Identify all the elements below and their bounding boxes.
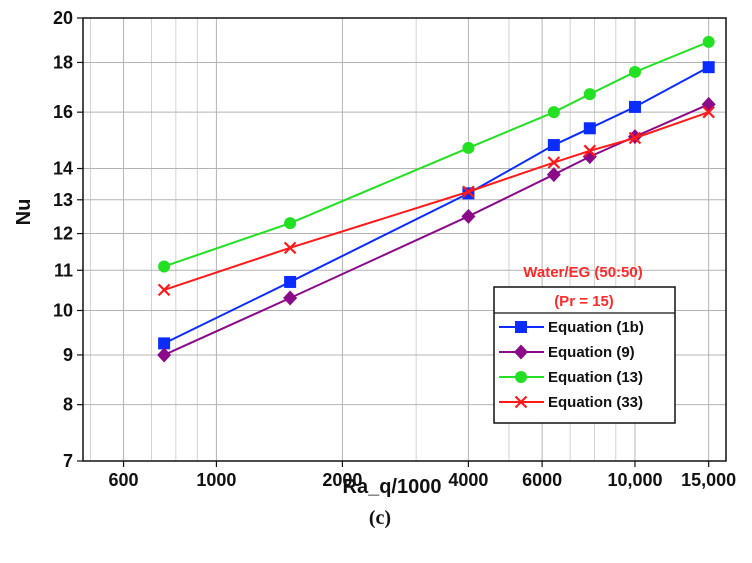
data-point bbox=[702, 35, 715, 48]
data-point bbox=[546, 167, 561, 183]
data-point bbox=[701, 96, 716, 112]
x-tick-label: 6000 bbox=[522, 470, 562, 490]
y-tick-label: 9 bbox=[63, 345, 73, 365]
x-marker-stroke bbox=[462, 185, 475, 199]
series-line bbox=[163, 40, 710, 268]
data-point bbox=[157, 347, 172, 363]
x-tick-label: 15,000 bbox=[681, 470, 736, 490]
x-marker-stroke bbox=[157, 283, 171, 297]
data-point bbox=[461, 208, 476, 224]
x-tick-label: 1000 bbox=[196, 470, 236, 490]
x-marker-stroke bbox=[702, 105, 715, 119]
plot-frame bbox=[82, 17, 727, 462]
y-tick-label: 8 bbox=[63, 395, 73, 415]
x-marker-stroke bbox=[628, 131, 642, 145]
series-4 bbox=[157, 105, 715, 297]
y-tick-label: 10 bbox=[53, 300, 73, 320]
legend-entry-3: Equation (13) bbox=[499, 369, 643, 386]
data-point bbox=[583, 122, 596, 135]
x-tick-label: 4000 bbox=[448, 470, 488, 490]
x-tick-label: 10,000 bbox=[607, 470, 662, 490]
data-point bbox=[283, 290, 298, 306]
x-marker-stroke bbox=[583, 144, 597, 158]
data-point bbox=[547, 156, 561, 169]
x-tick-label: 600 bbox=[109, 470, 139, 490]
legend-label: Equation (33) bbox=[548, 394, 643, 411]
data-point bbox=[462, 185, 475, 199]
x-tick-label: 2000 bbox=[322, 470, 362, 490]
legend-marker bbox=[514, 344, 528, 360]
series-1 bbox=[158, 61, 715, 350]
data-point bbox=[158, 260, 171, 273]
legend-entry-2: Equation (9) bbox=[499, 344, 635, 361]
data-point bbox=[628, 65, 641, 78]
legend-entry-1: Equation (1b) bbox=[499, 319, 644, 336]
data-point bbox=[547, 106, 560, 119]
axis-ticks: 600 1000 2000 4000 6000 10,000 15,000 7 8 9 10 11 12… bbox=[53, 8, 736, 490]
legend-marker bbox=[515, 321, 527, 333]
y-tick-label: 14 bbox=[53, 159, 73, 179]
data-point bbox=[547, 139, 560, 152]
data-point bbox=[702, 61, 715, 74]
data-point bbox=[284, 217, 297, 230]
y-axis-label: Nu bbox=[13, 199, 35, 226]
legend-title-line-2: (Pr = 15) bbox=[554, 293, 614, 310]
data-point bbox=[157, 283, 171, 297]
legend-marker bbox=[515, 371, 527, 383]
legend: Water/EG (50:50) (Pr = 15) Equation (1b)… bbox=[493, 264, 676, 424]
x-marker-stroke bbox=[283, 241, 297, 255]
data-point bbox=[283, 241, 297, 255]
legend-label: Equation (13) bbox=[548, 369, 643, 386]
data-point bbox=[158, 337, 171, 350]
legend-entry-4: Equation (33) bbox=[499, 394, 643, 411]
y-tick-label: 16 bbox=[53, 102, 73, 122]
data-point bbox=[628, 131, 642, 145]
y-tick-label: 20 bbox=[53, 8, 73, 28]
y-tick-label: 12 bbox=[53, 224, 73, 244]
y-tick-label: 7 bbox=[63, 451, 73, 471]
figure-caption: (c) bbox=[369, 507, 391, 529]
data-point bbox=[628, 100, 641, 113]
data-point bbox=[284, 275, 297, 288]
legend-title-line-1: Water/EG (50:50) bbox=[523, 264, 642, 281]
legend-entries: Equation (1b) Equation (9) Equation (13) Eq… bbox=[499, 319, 644, 411]
y-tick-label: 13 bbox=[53, 190, 73, 210]
legend-label: Equation (9) bbox=[548, 344, 635, 361]
data-point bbox=[583, 144, 597, 158]
series-3 bbox=[158, 35, 715, 273]
data-point bbox=[462, 141, 475, 154]
y-tick-label: 18 bbox=[53, 52, 73, 72]
data-point bbox=[583, 88, 596, 101]
data-point bbox=[702, 105, 715, 119]
y-tick-label: 11 bbox=[54, 260, 73, 280]
legend-marker bbox=[514, 395, 528, 409]
x-marker-stroke bbox=[514, 395, 528, 409]
x-axis-label: Ra_q/1000 bbox=[343, 476, 442, 498]
series-layer bbox=[157, 35, 716, 363]
x-marker-stroke bbox=[547, 156, 561, 169]
legend-label: Equation (1b) bbox=[548, 319, 644, 336]
